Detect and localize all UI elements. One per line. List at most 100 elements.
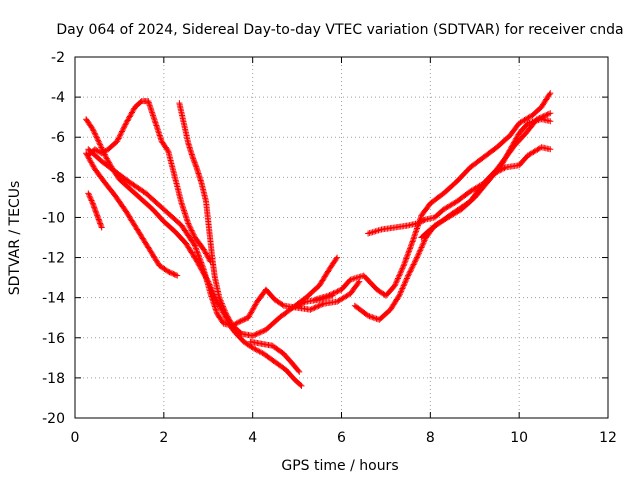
data-point (296, 368, 303, 375)
data-point (400, 264, 406, 270)
x-tick-label: 10 (510, 430, 528, 446)
data-point (174, 272, 181, 279)
data-point (116, 132, 123, 139)
data-point (98, 224, 105, 231)
grid (75, 57, 608, 418)
data-point (410, 261, 417, 268)
data-point (393, 278, 400, 285)
data-point (329, 290, 336, 297)
data-point (394, 276, 401, 283)
data-point (249, 332, 256, 339)
data-point (185, 221, 192, 228)
data-point (93, 134, 100, 141)
data-point (90, 127, 97, 134)
data-point (298, 382, 305, 389)
data-point (187, 226, 194, 233)
data-point (189, 230, 196, 237)
data-point (114, 138, 121, 145)
x-tick-label: 12 (599, 430, 617, 446)
data-point (355, 279, 362, 286)
data-point (535, 115, 542, 122)
data-point (395, 274, 402, 280)
data-point (326, 292, 333, 299)
chart-title: Day 064 of 2024, Sidereal Day-to-day VTE… (56, 22, 623, 38)
data-point (257, 329, 264, 336)
data-point (397, 269, 404, 276)
data-point (421, 217, 428, 223)
data-point (547, 90, 554, 97)
data-point (295, 367, 302, 374)
data-point (279, 301, 286, 308)
x-tick-label: 8 (426, 430, 435, 446)
data-point (316, 302, 323, 309)
data-point (544, 111, 551, 118)
data-point (392, 281, 399, 288)
y-tick-label: -14 (42, 291, 65, 307)
data-point (122, 121, 129, 128)
data-point (327, 291, 334, 298)
series-track-8 (289, 254, 341, 311)
data-point (421, 238, 427, 245)
data-point (331, 289, 338, 296)
data-point (255, 330, 261, 337)
data-point (93, 133, 100, 140)
data-point (330, 290, 337, 297)
data-point (399, 265, 406, 272)
data-point (403, 276, 410, 283)
data-point (363, 311, 370, 318)
data-point (167, 269, 174, 276)
data-point (315, 303, 322, 310)
data-point (172, 272, 179, 278)
data-point (412, 258, 418, 265)
y-tick-labels: -2 -4 -6 -8 -10 -12 -14 -16 -18 -20 (42, 50, 65, 427)
data-point (404, 252, 411, 259)
data-point (216, 294, 223, 301)
data-point (533, 116, 540, 123)
data-point (406, 269, 413, 276)
data-point (413, 255, 420, 262)
data-point (85, 190, 92, 197)
data-point (220, 304, 227, 311)
data-point (120, 125, 127, 132)
data-point (97, 141, 104, 148)
y-tick-label: -2 (51, 50, 65, 66)
series-track-5 (85, 98, 214, 265)
data-point (87, 196, 94, 203)
data-point (398, 268, 405, 275)
data-point (259, 328, 265, 335)
x-tick-label: 2 (159, 430, 168, 446)
data-point (91, 130, 98, 137)
data-point (92, 131, 99, 138)
data-point (189, 228, 196, 235)
data-point (537, 114, 544, 121)
data-point (89, 126, 96, 133)
data-point (420, 240, 427, 247)
data-point (333, 255, 340, 262)
data-point (191, 241, 198, 248)
data-point (405, 271, 412, 278)
data-point (251, 332, 257, 339)
data-point (409, 239, 415, 246)
data-point (95, 138, 102, 145)
data-point (416, 219, 423, 226)
data-point (164, 147, 171, 153)
data-point (121, 124, 127, 131)
data-point (501, 165, 508, 172)
data-point (240, 317, 247, 323)
data-point (545, 110, 552, 117)
x-tick-label: 0 (71, 430, 80, 446)
data-point (319, 301, 326, 308)
data-point (415, 251, 422, 258)
data-point (89, 162, 96, 169)
data-point (252, 331, 259, 338)
y-tick-label: -8 (51, 170, 65, 186)
data-point (547, 118, 554, 125)
data-point (249, 306, 256, 313)
data-point (412, 257, 419, 264)
data-point (546, 91, 553, 98)
data-point (540, 113, 547, 120)
data-point (547, 146, 554, 153)
y-tick-label: -12 (42, 251, 65, 267)
data-point (119, 127, 126, 134)
data-point (404, 274, 411, 280)
